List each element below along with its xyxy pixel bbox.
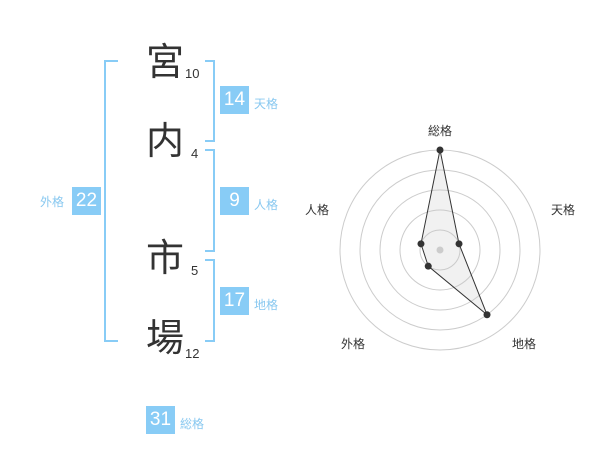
radar-point-4 [417,240,425,248]
chikaku-value: 17 [220,287,249,315]
name-char-1: 宮 [145,40,184,84]
jinkaku-value: 9 [220,187,249,215]
radar-ring [399,209,481,291]
name-char-4: 場 [145,316,184,360]
radar-label-tenkaku: 天格 [551,203,576,217]
stroke-count-4: 12 [185,346,200,361]
radar-ring [359,169,521,331]
radar-ring [379,189,501,311]
radar-point-2 [483,311,491,319]
stroke-count-3: 5 [191,263,199,278]
radar-label-soukaku: 総格 [428,124,453,138]
radar-center-dot [436,246,444,254]
name-char-2: 内 [145,119,184,163]
gaikaku-bracket [104,60,118,342]
jinkaku-bracket [205,149,215,252]
chikaku-bracket [205,259,215,342]
radar-label-chikaku: 地格 [512,337,537,351]
radar-point-0 [436,146,444,154]
chikaku-label: 地格 [254,298,279,312]
tenkaku-value: 14 [220,86,249,114]
tenkaku-bracket [205,60,215,142]
gaikaku-value: 22 [72,187,101,215]
radar-ring [419,229,461,271]
radar-label-jinkaku: 人格 [305,203,330,217]
stroke-count-2: 4 [191,146,199,161]
name-char-3: 市 [145,236,184,280]
gaikaku-label: 外格 [40,195,65,209]
radar-area [420,149,488,316]
jinkaku-label: 人格 [254,198,279,212]
stroke-count-1: 10 [185,66,200,81]
soukaku-label: 総格 [180,417,205,431]
soukaku-value: 31 [146,406,175,434]
radar-label-gaikaku: 外格 [341,337,366,351]
tenkaku-label: 天格 [254,97,279,111]
radar-point-1 [455,240,463,248]
radar-point-3 [424,262,432,270]
